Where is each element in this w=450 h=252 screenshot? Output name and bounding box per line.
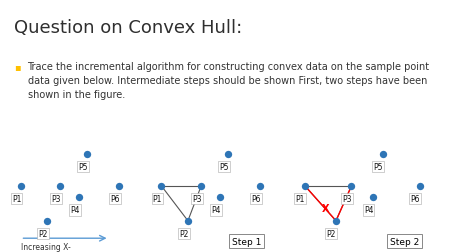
Point — [348, 184, 355, 188]
Text: P2: P2 — [179, 229, 189, 238]
Point — [115, 184, 122, 188]
Text: P4: P4 — [70, 206, 80, 215]
Text: P3: P3 — [193, 194, 202, 203]
Text: P2: P2 — [327, 229, 336, 238]
Text: Question on Convex Hull:: Question on Convex Hull: — [14, 19, 243, 37]
Text: P6: P6 — [410, 194, 420, 203]
Point — [224, 152, 231, 156]
Point — [184, 219, 192, 223]
Text: Increasing X-
coordinate: Increasing X- coordinate — [21, 242, 70, 252]
Text: P5: P5 — [219, 162, 229, 171]
Point — [57, 184, 64, 188]
Point — [369, 196, 377, 200]
Text: P4: P4 — [211, 206, 220, 215]
Text: Step 1: Step 1 — [232, 237, 261, 246]
Point — [83, 152, 90, 156]
Text: P2: P2 — [38, 229, 48, 238]
Point — [198, 184, 205, 188]
Text: P5: P5 — [373, 162, 382, 171]
Point — [216, 196, 223, 200]
Text: P4: P4 — [364, 206, 374, 215]
Text: P3: P3 — [342, 194, 351, 203]
Text: X: X — [322, 204, 330, 213]
Text: P1: P1 — [296, 194, 305, 203]
Text: ▪: ▪ — [14, 62, 21, 72]
Text: P3: P3 — [52, 194, 61, 203]
Text: P1: P1 — [153, 194, 162, 203]
Point — [158, 184, 165, 188]
Point — [302, 184, 309, 188]
Point — [44, 219, 51, 223]
Text: P5: P5 — [78, 162, 88, 171]
Point — [75, 196, 82, 200]
Text: P1: P1 — [12, 194, 21, 203]
Point — [256, 184, 263, 188]
Text: Step 2: Step 2 — [390, 237, 419, 246]
Point — [17, 184, 24, 188]
Point — [416, 184, 423, 188]
Text: Trace the incremental algorithm for constructing convex data on the sample point: Trace the incremental algorithm for cons… — [27, 62, 430, 100]
Point — [379, 152, 386, 156]
Point — [333, 219, 340, 223]
Text: P6: P6 — [110, 194, 120, 203]
Text: P6: P6 — [251, 194, 261, 203]
